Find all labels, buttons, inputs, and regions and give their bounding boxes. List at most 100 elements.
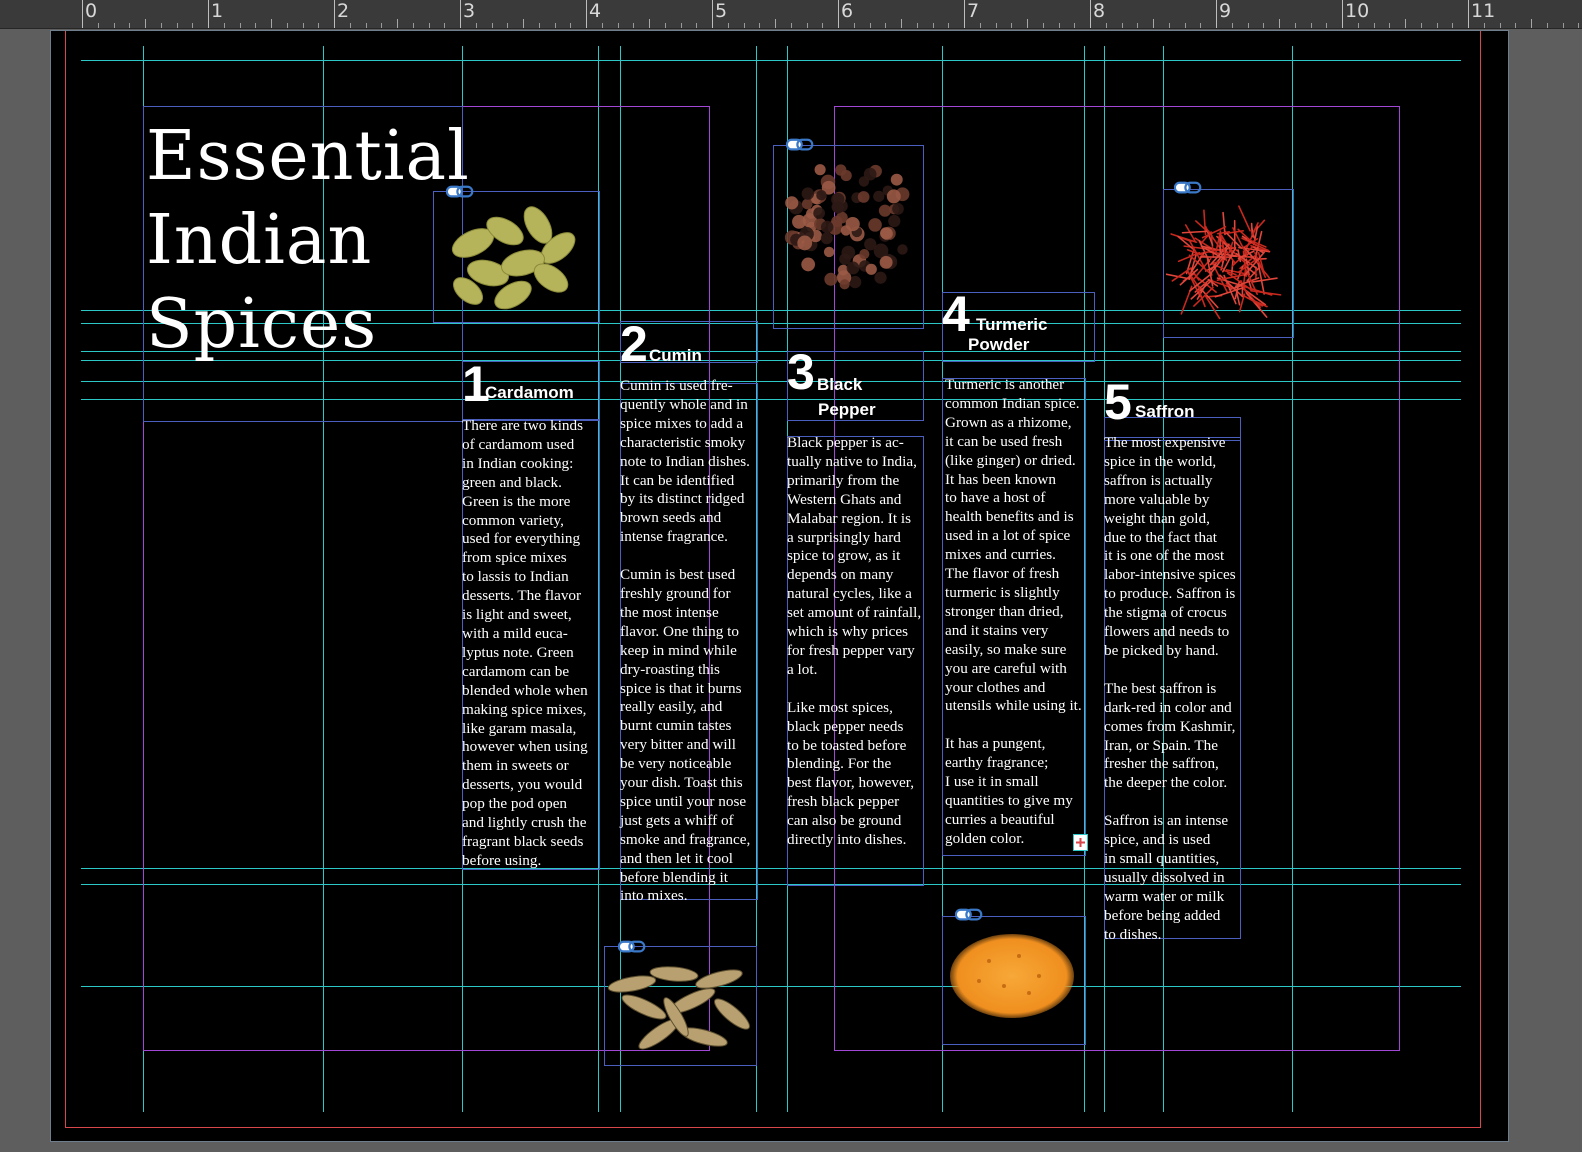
saffron-thread — [1232, 227, 1249, 258]
cumin-image-frame[interactable] — [604, 946, 757, 1066]
saffron-thread — [1190, 252, 1205, 274]
ruler-tick — [113, 23, 115, 28]
link-chain-icon[interactable] — [446, 185, 474, 199]
ruler-tick — [160, 23, 162, 28]
ruler-tick — [1373, 23, 1375, 28]
spice-body-text[interactable]: Cumin is used fre- quently whole and in … — [620, 377, 751, 905]
heading-frame-1[interactable] — [462, 361, 600, 420]
pepper-image-frame[interactable] — [773, 145, 924, 329]
saffron-thread — [1201, 226, 1227, 239]
body-frame-5[interactable] — [1104, 437, 1241, 939]
page-title[interactable]: Essential Indian Spices — [146, 115, 469, 367]
heading-frame-5[interactable] — [1104, 417, 1241, 441]
peppercorn — [840, 170, 852, 182]
black-pepper-image[interactable] — [781, 149, 921, 299]
ruler-number: 1 — [211, 0, 224, 22]
title-text-frame[interactable] — [143, 106, 463, 422]
saffron-thread — [1257, 251, 1265, 274]
ruler-number: 5 — [715, 0, 728, 22]
horizontal-guide[interactable] — [81, 351, 1461, 352]
horizontal-guide[interactable] — [81, 360, 1461, 361]
horizontal-guide[interactable] — [81, 884, 1461, 885]
saffron-thread — [1209, 243, 1230, 266]
cardamom-image[interactable] — [443, 203, 583, 313]
peppercorn — [857, 191, 870, 203]
horizontal-ruler[interactable]: 0 1 2 3 4 5 6 7 8 9 10 11 — [0, 0, 1582, 29]
saffron-thread — [1198, 289, 1206, 308]
spice-body-text[interactable]: The most expensive spice in the world, s… — [1104, 434, 1236, 943]
body-frame-3[interactable] — [787, 436, 924, 886]
ruler-tick — [397, 19, 398, 28]
link-chain-icon[interactable] — [955, 908, 983, 922]
heading-frame-4[interactable] — [942, 292, 1095, 362]
cardamom-image-frame[interactable] — [433, 191, 600, 323]
heading-frame-3[interactable] — [787, 351, 924, 421]
spice-body-text[interactable]: There are two kinds of cardamom used in … — [462, 417, 588, 869]
ruler-tick — [601, 23, 603, 28]
spice-body-text[interactable]: Black pepper is ac- tually native to Ind… — [787, 434, 922, 849]
ruler-tick — [1326, 23, 1328, 28]
overset-text-icon[interactable] — [1073, 834, 1088, 851]
ruler-tick — [1452, 23, 1454, 28]
peppercorn — [801, 257, 816, 272]
ruler-tick — [727, 23, 729, 28]
peppercorn — [878, 204, 892, 217]
saffron-image[interactable] — [1166, 201, 1286, 326]
horizontal-guide[interactable] — [81, 986, 1461, 987]
saffron-image-frame[interactable] — [1163, 189, 1294, 338]
body-frame-4[interactable] — [942, 378, 1086, 856]
horizontal-guide[interactable] — [81, 60, 1461, 61]
link-chain-icon[interactable] — [618, 940, 646, 954]
saffron-thread — [1214, 287, 1243, 298]
ruler-tick — [1042, 23, 1044, 28]
vertical-guide[interactable] — [1163, 46, 1164, 1112]
body-frame-1[interactable] — [462, 420, 600, 870]
ruler-tick — [696, 23, 698, 28]
document-page[interactable]: Essential Indian Spices — [50, 30, 1509, 1142]
saffron-thread — [1166, 273, 1191, 280]
peppercorn — [820, 232, 833, 245]
ruler-tick — [349, 23, 351, 28]
vertical-guide[interactable] — [1084, 46, 1085, 1112]
spice-heading: Powder — [968, 335, 1030, 354]
saffron-thread — [1238, 293, 1246, 313]
spice-heading: Pepper — [818, 400, 876, 419]
horizontal-guide[interactable] — [81, 310, 1461, 311]
saffron-thread — [1246, 238, 1267, 248]
ruler-tick — [680, 23, 682, 28]
ruler-tick — [885, 23, 887, 28]
saffron-thread — [1223, 230, 1243, 249]
ruler-tick — [428, 23, 430, 28]
peppercorn — [837, 264, 849, 276]
horizontal-guide[interactable] — [81, 399, 1461, 400]
turmeric-image[interactable] — [949, 931, 1079, 1021]
saffron-thread — [1251, 245, 1265, 254]
peppercorn — [859, 248, 870, 260]
saffron-thread — [1188, 254, 1213, 276]
saffron-thread — [1222, 269, 1237, 276]
ruler-tick — [145, 19, 146, 28]
peppercorn — [801, 198, 813, 210]
link-chain-icon[interactable] — [786, 138, 814, 152]
spice-body-text[interactable]: Turmeric is another common Indian spice.… — [945, 376, 1082, 847]
ruler-tick — [554, 23, 556, 28]
body-frame-2[interactable] — [620, 383, 758, 900]
vertical-guide[interactable] — [598, 46, 599, 1112]
ruler-tick — [1546, 23, 1548, 28]
horizontal-guide[interactable] — [81, 868, 1461, 869]
link-chain-icon[interactable] — [1174, 181, 1202, 195]
vertical-guide[interactable] — [1292, 46, 1293, 1112]
vertical-guide[interactable] — [756, 46, 757, 1112]
saffron-thread — [1204, 225, 1223, 252]
vertical-guide[interactable] — [323, 46, 324, 1112]
horizontal-guide[interactable] — [81, 381, 1461, 382]
turmeric-image-frame[interactable] — [942, 916, 1086, 1045]
horizontal-guide[interactable] — [81, 323, 1461, 324]
saffron-thread — [1243, 238, 1259, 248]
peppercorn — [792, 214, 806, 229]
saffron-thread — [1183, 245, 1215, 251]
ruler-tick — [176, 23, 178, 28]
ruler-tick — [192, 23, 194, 28]
heading-frame-2[interactable] — [620, 321, 758, 363]
cumin-image[interactable] — [604, 959, 754, 1059]
